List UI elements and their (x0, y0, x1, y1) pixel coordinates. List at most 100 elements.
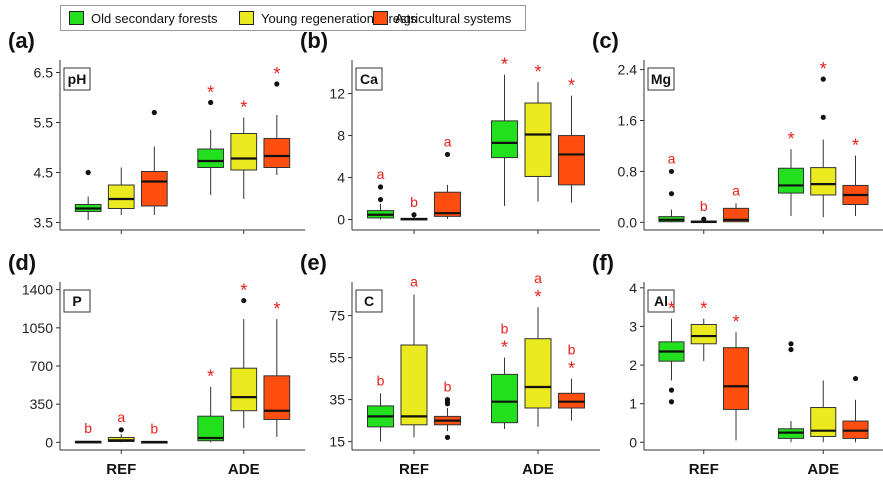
panel-label: (c) (592, 28, 619, 53)
legend-swatch-agricultural (373, 11, 388, 25)
significance-letter: a (117, 409, 125, 425)
significance-star: * (501, 338, 508, 358)
y-tick-label: 55 (329, 350, 345, 366)
outlier-point (444, 151, 451, 158)
box (722, 347, 750, 410)
box (524, 338, 552, 409)
variable-label: Ca (360, 71, 378, 87)
significance-star: * (700, 299, 707, 319)
legend-swatch-young-regeneration (239, 11, 254, 25)
significance-letter: a (444, 133, 452, 149)
outlier-point (788, 341, 794, 347)
significance-star: * (733, 312, 740, 332)
y-tick-label: 0.8 (618, 163, 638, 179)
box (107, 184, 135, 209)
variable-label: Al (654, 293, 668, 309)
significance-letter: b (444, 379, 452, 395)
legend-swatch-old-secondary (69, 11, 84, 25)
significance-star: * (501, 55, 508, 75)
x-category-label: REF (399, 461, 429, 478)
box (263, 138, 291, 168)
outlier-point (788, 346, 794, 353)
outlier-point (820, 114, 826, 120)
y-tick-label: 4 (629, 280, 637, 296)
variable-label-box (63, 289, 91, 313)
variable-label: P (72, 293, 81, 309)
panel-label: (f) (592, 250, 614, 275)
significance-star: * (568, 76, 575, 96)
significance-letter: a (410, 274, 418, 290)
y-tick-label: 5.5 (34, 115, 54, 131)
y-tick-label: 6.5 (34, 65, 54, 81)
legend: Old secondary forests Young regeneration… (60, 5, 526, 31)
variable-label: pH (68, 71, 87, 87)
y-tick-label: 700 (30, 358, 54, 374)
variable-label-box (63, 67, 91, 91)
significance-star: * (534, 287, 541, 307)
x-category-label: REF (106, 461, 136, 478)
y-tick-label: 0 (629, 434, 637, 450)
significance-star: * (534, 62, 541, 82)
significance-star: * (207, 83, 214, 103)
significance-star: * (820, 59, 827, 79)
outlier-point (820, 76, 826, 82)
significance-star: * (240, 281, 247, 301)
significance-letter: b (568, 342, 576, 358)
outlier-point (444, 397, 451, 403)
outlier-point (377, 196, 384, 203)
x-category-label: ADE (228, 461, 260, 478)
outlier-point (241, 297, 247, 304)
outlier-point (151, 109, 157, 116)
box (197, 415, 225, 442)
significance-letter: b (410, 194, 418, 210)
variable-label-box (647, 67, 675, 91)
panel-pH: 3.5 4.5 5.5 6.5 (a) pH * * * (8, 28, 305, 234)
variable-label-box (647, 289, 675, 313)
variable-label-box (355, 289, 383, 313)
outlier-point (701, 216, 707, 222)
panel-label: (a) (8, 28, 35, 53)
variable-label: C (364, 293, 374, 309)
y-tick-label: 4.5 (34, 165, 54, 181)
significance-star: * (207, 367, 214, 387)
y-tick-label: 1 (629, 396, 637, 412)
legend-label-agricultural: Agricultural systems (395, 10, 512, 26)
significance-letter: b (377, 372, 385, 388)
panel-Mg: 0.0 0.8 1.6 2.4 (c) Mg a * b * a * (592, 28, 883, 234)
x-category-label: REF (689, 461, 719, 478)
box (230, 367, 258, 412)
significance-star: * (273, 299, 280, 319)
significance-star: * (568, 359, 575, 379)
significance-star: * (240, 98, 247, 118)
outlier-point (852, 375, 859, 382)
significance-letter: b (501, 321, 509, 337)
legend-label-old-secondary: Old secondary forests (91, 10, 218, 26)
box (722, 207, 750, 223)
outlier-point (668, 387, 675, 393)
panel-label: (b) (300, 28, 328, 53)
panel-P: 0 350 700 1050 1400 (d) Pb * a * b * REF ADE (8, 250, 305, 478)
y-tick-label: 1400 (22, 282, 53, 298)
significance-letter: a (377, 166, 385, 182)
variable-label-box (355, 67, 383, 91)
y-tick-label: 1050 (22, 320, 53, 336)
box (524, 102, 552, 177)
outlier-point (668, 191, 675, 197)
significance-letter: a (732, 182, 740, 198)
panel-label: (e) (300, 250, 327, 275)
y-tick-label: 0 (337, 212, 345, 228)
y-tick-label: 2 (629, 357, 637, 373)
y-tick-label: 1.6 (618, 112, 638, 128)
box (491, 373, 519, 424)
significance-letter: b (84, 420, 92, 436)
significance-star: * (852, 136, 859, 156)
significance-letter: b (700, 198, 708, 214)
y-tick-label: 0 (45, 434, 53, 450)
box (400, 344, 428, 426)
outlier-point (444, 434, 451, 440)
significance-letter: a (534, 270, 542, 286)
outlier-point (411, 212, 417, 218)
y-tick-label: 35 (329, 392, 345, 408)
legend-item-old-secondary: Old secondary forests (69, 10, 217, 26)
